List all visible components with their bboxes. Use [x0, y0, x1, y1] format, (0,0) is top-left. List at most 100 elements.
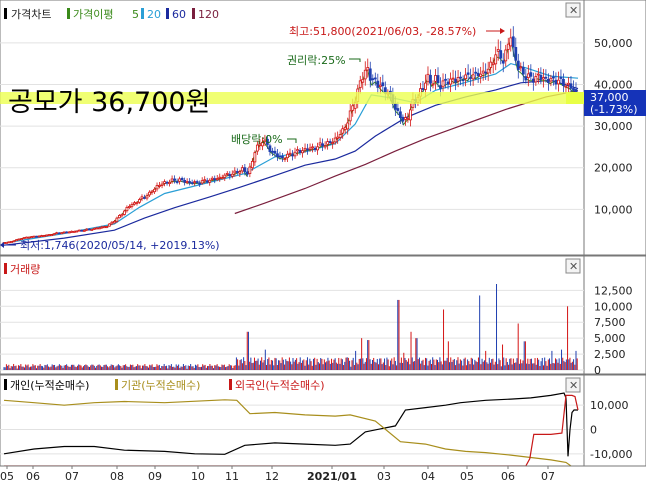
candle-body [243, 167, 247, 173]
candle-body [5, 242, 8, 244]
candle-body [42, 235, 46, 237]
candle-body [255, 144, 259, 152]
candle-body [263, 139, 267, 142]
individual-legend[interactable]: 개인(누적순매수) [10, 379, 89, 392]
candle-body [471, 74, 475, 80]
candle-body [456, 77, 460, 82]
volume-y-tick: 10,000 [594, 300, 633, 313]
candle-body [373, 77, 377, 80]
candle-body [451, 77, 455, 80]
candle-body [72, 231, 76, 233]
candle-body [175, 181, 179, 183]
investor-y-tick: 0 [590, 424, 597, 437]
candle-body [215, 178, 219, 181]
volume-legend[interactable]: 거래량 [10, 263, 40, 276]
candle-body [266, 138, 269, 145]
candle-body [466, 72, 470, 75]
candle-body [178, 178, 182, 182]
candle-body [27, 236, 31, 239]
candle-body [424, 82, 427, 90]
candle-body [97, 227, 101, 230]
ipo-price-label: 공모가 36,700원 [8, 87, 210, 118]
ma60-legend[interactable]: 60 [172, 8, 186, 21]
candle-body [77, 229, 81, 232]
candle-body [313, 147, 317, 151]
candle-body [572, 88, 575, 91]
candle-body [311, 146, 314, 149]
candle-body [163, 181, 166, 184]
candle-body [150, 190, 154, 193]
candle-body [401, 116, 405, 122]
ma20-legend[interactable]: 20 [147, 8, 161, 21]
candle-body [100, 226, 104, 229]
candle-body [138, 199, 141, 203]
price-y-tick: 20,000 [594, 162, 633, 175]
candle-body [17, 238, 21, 241]
candle-body [381, 82, 385, 87]
x-tick-label: 07 [65, 470, 79, 483]
candle-body [519, 66, 523, 69]
volume-panel-close-button[interactable]: ✕ [565, 258, 581, 274]
candle-body [479, 73, 483, 77]
candle-body [273, 150, 277, 154]
candle-body [160, 183, 164, 186]
price-legend-title[interactable]: 가격차트 [11, 8, 51, 21]
candle-body [328, 141, 332, 143]
candle-body [250, 160, 254, 169]
low-annotation: 최저:1,746(2020/05/14, +2019.13%) [20, 239, 220, 252]
candle-body [521, 67, 525, 75]
ma20-line [3, 62, 579, 244]
x-tick-label: 2021/01 [307, 470, 357, 483]
candle-body [514, 47, 518, 61]
candle-body [10, 241, 13, 243]
candle-body [170, 178, 174, 182]
candle-body [496, 49, 500, 52]
candle-body [20, 238, 23, 241]
candle-body [464, 74, 468, 79]
candle-body [57, 232, 61, 235]
candle-body [200, 180, 204, 184]
ma60-line [3, 79, 579, 246]
candle-body [203, 179, 207, 182]
foreign-legend[interactable]: 외국인(누적순매수) [235, 379, 325, 392]
ma5-legend[interactable]: 5 [132, 8, 139, 21]
candle-body [494, 54, 498, 65]
candle-body [326, 141, 330, 145]
candle-body [130, 203, 134, 207]
candle-body [436, 75, 440, 84]
price-panel-close-button[interactable]: ✕ [565, 2, 581, 18]
candle-body [516, 60, 520, 70]
investor-y-axis: 10,000 0 -10,000 [590, 399, 632, 461]
candle-body [434, 75, 437, 82]
candle-body [361, 78, 365, 83]
candle-body [531, 78, 535, 83]
candle-body [128, 206, 131, 209]
candle-body [115, 217, 119, 222]
candle-body [321, 143, 325, 147]
candle-body [318, 142, 322, 146]
candle-body [308, 147, 312, 150]
ma-legend-label[interactable]: 가격이평 [73, 8, 113, 21]
investor-panel-close-button[interactable]: ✕ [565, 377, 581, 393]
low-arrow-head [0, 242, 4, 248]
x-tick-label: 06 [26, 470, 40, 483]
candle-body [37, 235, 41, 238]
candle-body [484, 71, 488, 74]
candle-body [80, 229, 84, 232]
candle-body [12, 240, 16, 243]
candle-body [298, 150, 302, 153]
candle-body [406, 118, 410, 121]
x-tick-label: 11 [225, 470, 239, 483]
individual-line [3, 392, 578, 457]
ma120-legend[interactable]: 120 [198, 8, 219, 21]
institution-legend[interactable]: 기관(누적순매수) [121, 379, 200, 392]
candle-body [569, 83, 573, 89]
candle-body [248, 166, 252, 175]
price-y-tick: 40,000 [594, 78, 633, 91]
candle-body [55, 232, 59, 235]
candle-body [15, 239, 18, 242]
candle-body [296, 149, 299, 152]
candle-body [183, 179, 187, 183]
x-tick-label: 07 [541, 470, 555, 483]
candle-body [534, 76, 538, 83]
